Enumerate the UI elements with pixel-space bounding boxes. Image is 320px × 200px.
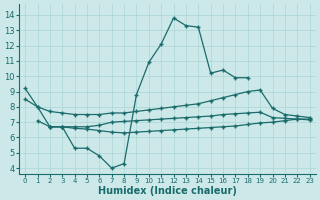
X-axis label: Humidex (Indice chaleur): Humidex (Indice chaleur): [98, 186, 237, 196]
